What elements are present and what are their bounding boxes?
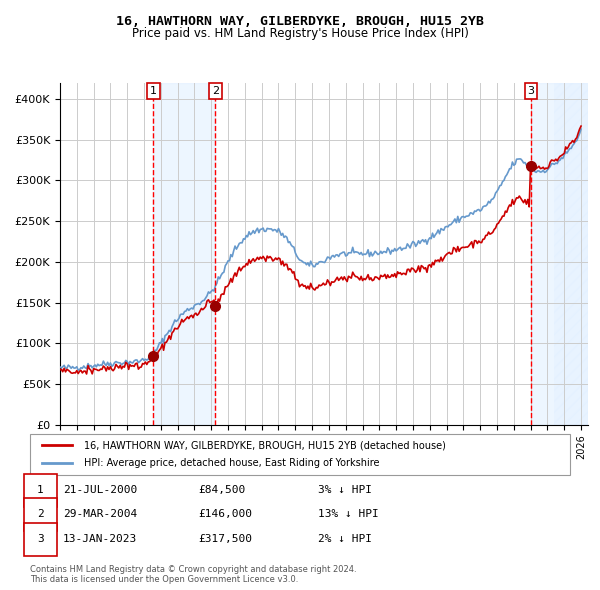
Text: HPI: Average price, detached house, East Riding of Yorkshire: HPI: Average price, detached house, East… (84, 458, 380, 468)
Text: £84,500: £84,500 (198, 484, 245, 494)
Bar (554, 83, 588, 425)
Text: 2% ↓ HPI: 2% ↓ HPI (318, 534, 372, 544)
Text: 3: 3 (527, 86, 535, 96)
Text: 13% ↓ HPI: 13% ↓ HPI (318, 509, 379, 519)
Text: Contains HM Land Registry data © Crown copyright and database right 2024.
This d: Contains HM Land Registry data © Crown c… (30, 565, 356, 584)
Text: 16, HAWTHORN WAY, GILBERDYKE, BROUGH, HU15 2YB: 16, HAWTHORN WAY, GILBERDYKE, BROUGH, HU… (116, 15, 484, 28)
Text: 21-JUL-2000: 21-JUL-2000 (63, 484, 137, 494)
Text: 2: 2 (212, 86, 219, 96)
Text: 13-JAN-2023: 13-JAN-2023 (63, 534, 137, 544)
Text: 3% ↓ HPI: 3% ↓ HPI (318, 484, 372, 494)
Bar (154, 83, 215, 425)
Text: Price paid vs. HM Land Registry's House Price Index (HPI): Price paid vs. HM Land Registry's House … (131, 27, 469, 40)
Text: 2: 2 (37, 509, 44, 519)
Bar (531, 83, 588, 425)
Text: 1: 1 (37, 484, 44, 494)
Text: £146,000: £146,000 (198, 509, 252, 519)
Text: 16, HAWTHORN WAY, GILBERDYKE, BROUGH, HU15 2YB (detached house): 16, HAWTHORN WAY, GILBERDYKE, BROUGH, HU… (84, 440, 446, 450)
Text: 29-MAR-2004: 29-MAR-2004 (63, 509, 137, 519)
Text: 1: 1 (150, 86, 157, 96)
Text: £317,500: £317,500 (198, 534, 252, 544)
Text: 3: 3 (37, 534, 44, 544)
